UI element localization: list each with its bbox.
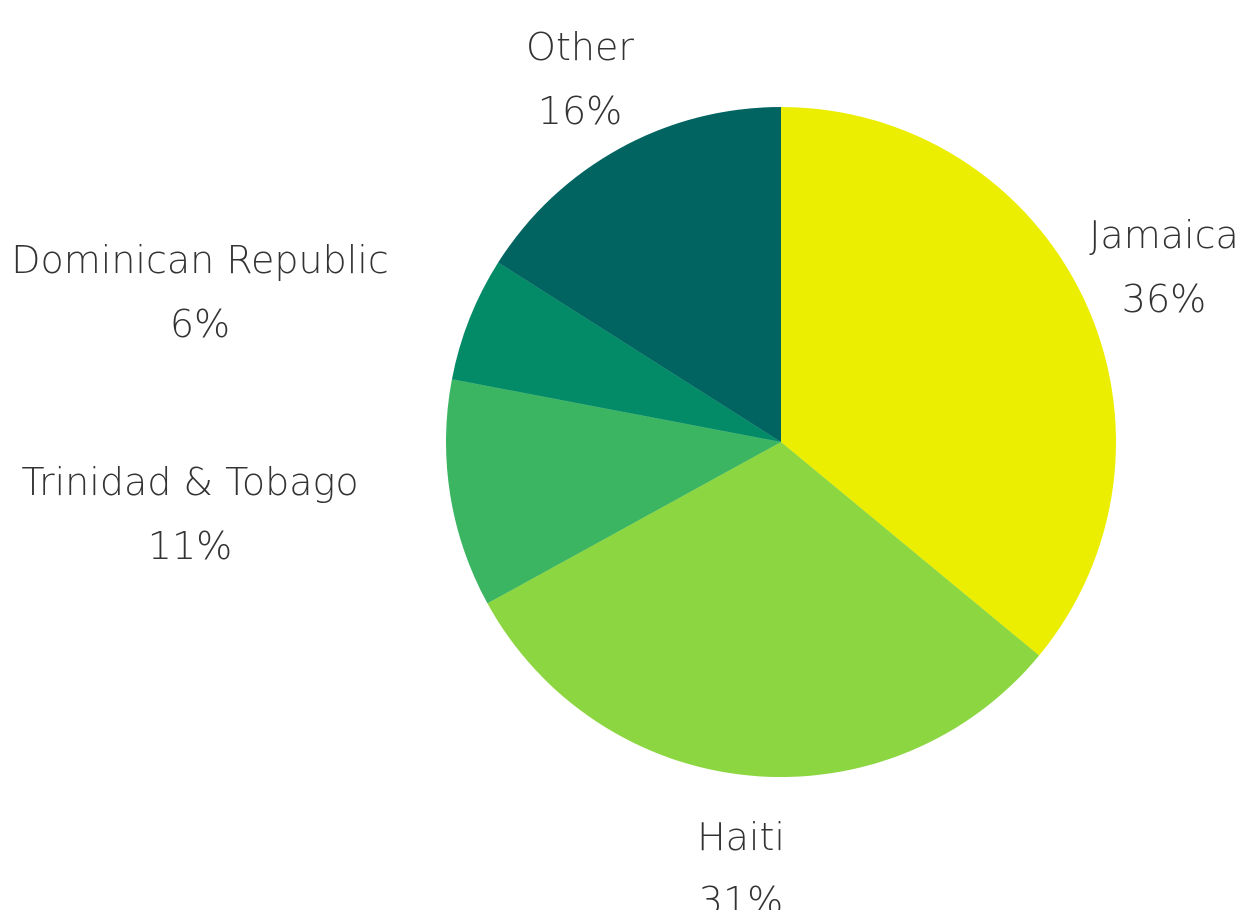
slice-value-label-haiti: 31%: [699, 879, 783, 910]
pie-slices: [445, 107, 1117, 777]
slice-value-label-dominican-republic: 6%: [170, 302, 230, 346]
pie-slice-jamaica: [781, 107, 1117, 656]
pie-slice-trinidad-and-tobago: [445, 379, 781, 604]
pie-slice-haiti: [487, 442, 1040, 777]
slice-labels: Jamaica 36% Haiti 31% Trinidad & Tobago 11% Do…: [11, 25, 1239, 910]
slice-label-dominican-republic: Dominican Republic: [11, 238, 388, 282]
slice-value-label-other: 16%: [538, 89, 622, 133]
slice-label-haiti: Haiti: [697, 815, 785, 859]
pie-slice-dominican-republic: [451, 262, 781, 442]
pie-slice-other: [498, 107, 781, 442]
slice-value-label-trinidad-and-tobago: 11%: [148, 524, 232, 568]
slice-value-label-jamaica: 36%: [1122, 277, 1206, 321]
slice-label-jamaica: Jamaica: [1089, 213, 1239, 257]
slice-label-other: Other: [526, 25, 634, 69]
slice-label-trinidad-and-tobago: Trinidad & Tobago: [21, 460, 358, 504]
